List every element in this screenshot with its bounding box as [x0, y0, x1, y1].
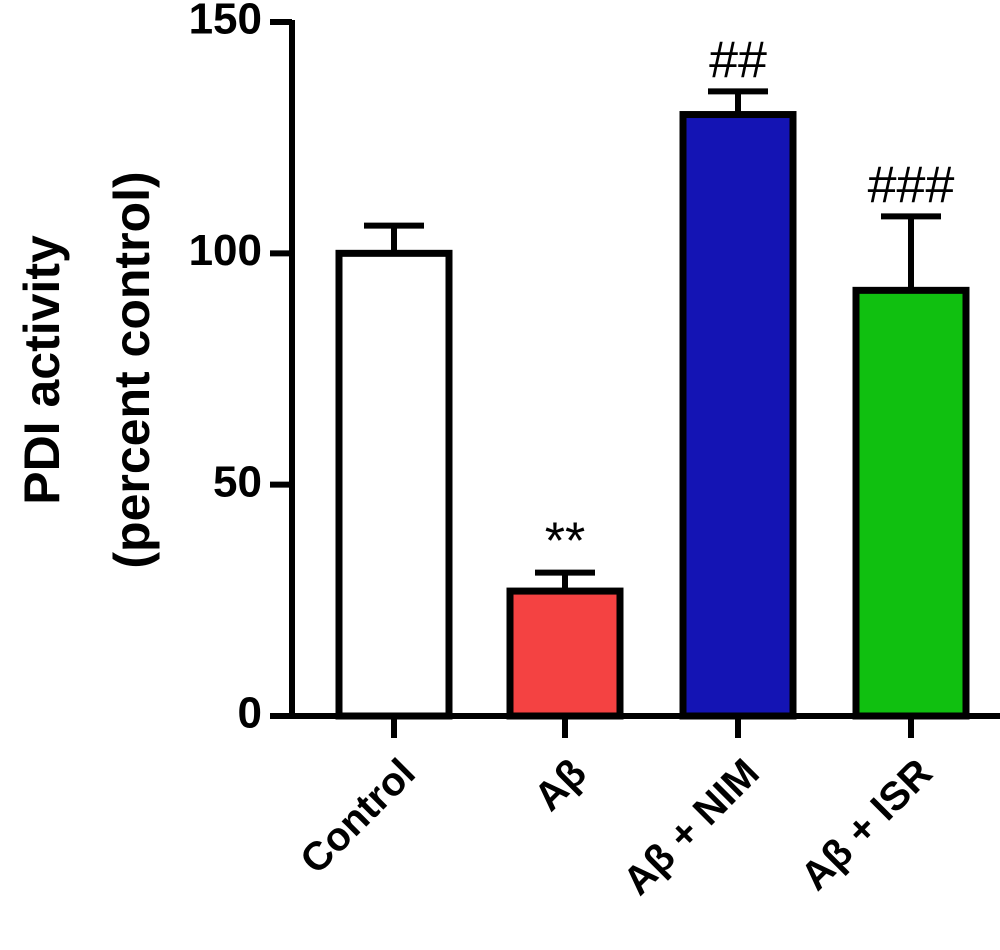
x-category-label: Aβ + ISR [793, 751, 941, 899]
y-axis-title-line-2: (percent control) [104, 171, 160, 568]
significance-label: ### [868, 156, 955, 214]
error-bars [364, 88, 941, 592]
y-axis-title: PDI activity (percent control) [14, 171, 160, 568]
x-axis-ticks [391, 716, 914, 738]
bar-2 [506, 587, 624, 720]
significance-label: ** [545, 513, 585, 571]
x-category-label: Control [292, 751, 424, 883]
bar-3 [679, 111, 797, 720]
y-tick-label: 50 [213, 457, 262, 506]
bar-4 [852, 286, 970, 720]
y-tick-label: 100 [189, 226, 262, 275]
y-tick-label: 150 [189, 0, 262, 44]
x-axis-labels: Control Aβ Aβ + NIM Aβ + ISR [292, 751, 941, 904]
significance-annotations: **##### [545, 31, 955, 570]
x-category-label: Aβ [526, 751, 595, 820]
bar-1 [335, 249, 453, 720]
y-axis-ticks: 0 50 100 150 [189, 0, 292, 738]
significance-label: ## [709, 31, 767, 89]
y-axis-title-line-1: PDI activity [14, 235, 70, 505]
y-tick-label: 0 [238, 689, 262, 738]
x-category-label: Aβ + NIM [615, 751, 768, 904]
